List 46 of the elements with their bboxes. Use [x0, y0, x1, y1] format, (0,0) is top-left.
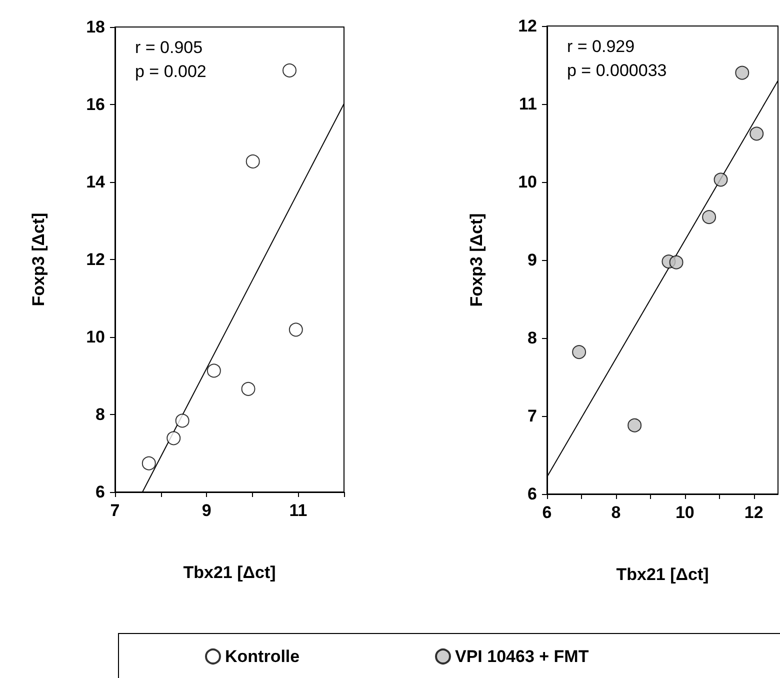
x-axis-title: Tbx21 [Δct]	[183, 563, 276, 582]
point	[572, 345, 586, 360]
legend-label: VPI 10463 + FMT	[455, 647, 590, 666]
y-tick-label: 11	[519, 94, 537, 114]
x-tick-label: 12	[744, 503, 764, 522]
annotation: p = 0.002	[135, 62, 206, 81]
point	[241, 382, 256, 396]
y-axis-title: Foxp3 [Δct]	[29, 212, 48, 306]
y-tick-label: 18	[86, 18, 105, 36]
point	[735, 66, 750, 80]
x-tick-label: 7	[110, 501, 120, 520]
y-tick-label: 7	[528, 406, 537, 426]
point	[206, 364, 221, 378]
x-axis-title: Tbx21 [Δct]	[616, 565, 709, 584]
x-tick-label: 10	[675, 503, 694, 522]
y-tick-label: 10	[86, 328, 105, 346]
point	[750, 126, 764, 141]
annotation: r = 0.905	[135, 38, 203, 57]
point	[246, 154, 260, 168]
point	[628, 418, 642, 432]
point	[282, 63, 296, 78]
y-tick-label: 8	[96, 405, 105, 424]
annotation: r = 0.929	[567, 37, 635, 56]
x-tick-label: 9	[202, 501, 212, 520]
point	[142, 456, 156, 470]
point	[714, 172, 728, 187]
point	[669, 255, 684, 270]
x-tick-label: 8	[611, 503, 621, 522]
y-tick-label: 14	[86, 172, 106, 192]
point	[166, 431, 181, 446]
annotation: p = 0.000033	[567, 61, 667, 80]
point	[702, 210, 716, 224]
x-tick-label: 6	[542, 503, 552, 522]
point	[288, 322, 303, 337]
y-tick-label: 9	[528, 250, 537, 270]
y-tick-label: 8	[528, 328, 537, 348]
x-tick-label: 11	[289, 501, 308, 520]
y-tick-label: 10	[518, 172, 537, 192]
y-tick-label: 16	[86, 95, 105, 114]
y-tick-label: 6	[96, 482, 105, 502]
y-axis-title: Foxp3 [Δct]	[467, 213, 486, 307]
y-tick-label: 12	[86, 250, 105, 269]
legend-label: Kontrolle	[225, 647, 300, 666]
point	[175, 414, 190, 428]
y-tick-label: 6	[528, 484, 537, 504]
y-tick-label: 12	[518, 16, 537, 36]
